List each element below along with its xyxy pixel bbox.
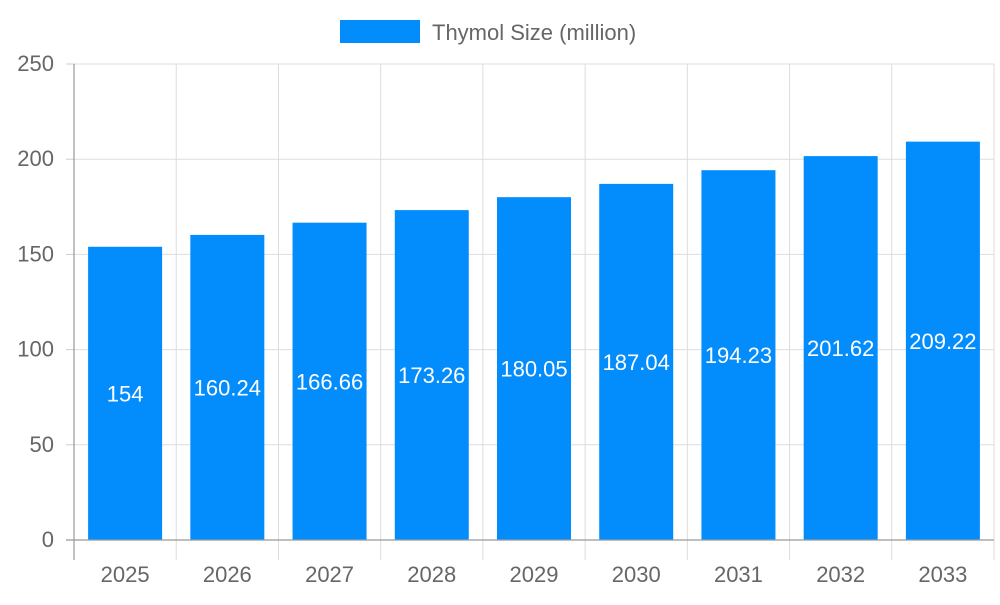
data-label: 166.66: [296, 369, 363, 394]
y-tick-label: 200: [17, 146, 54, 171]
legend[interactable]: Thymol Size (million): [340, 20, 636, 45]
data-label: 187.04: [603, 350, 670, 375]
y-tick-label: 100: [17, 337, 54, 362]
bar-2032: [803, 156, 878, 540]
bars: [88, 141, 980, 540]
data-label: 180.05: [500, 357, 567, 382]
x-tick-label: 2030: [612, 562, 661, 587]
bar-2029: [497, 197, 571, 540]
data-label: 154: [107, 381, 144, 406]
legend-label: Thymol Size (million): [432, 20, 636, 45]
x-tick-label: 2029: [510, 562, 559, 587]
x-tick-label: 2027: [305, 562, 354, 587]
bar-2033: [905, 141, 980, 540]
x-tick-label: 2033: [918, 562, 967, 587]
x-tick-label: 2026: [203, 562, 252, 587]
bar-2030: [599, 183, 674, 540]
bar-2026: [190, 234, 265, 540]
y-tick-label: 150: [17, 241, 54, 266]
data-label: 201.62: [807, 336, 874, 361]
data-label: 173.26: [398, 363, 465, 388]
y-tick-label: 250: [17, 51, 54, 76]
x-tick-label: 2028: [407, 562, 456, 587]
x-tick-label: 2025: [101, 562, 150, 587]
y-tick-label: 50: [30, 432, 54, 457]
data-labels: 154 160.24 166.66 173.26 180.05 187.04 194.23 2…: [107, 329, 977, 407]
x-tick-label: 2031: [714, 562, 763, 587]
grid: [73, 63, 995, 560]
bar-2028: [394, 210, 469, 540]
legend-swatch: [340, 20, 420, 43]
bar-2027: [292, 222, 367, 540]
bar-2031: [701, 170, 776, 540]
axes: 0 50 100 150 200 250 2025 2026 2027 2028 2029 2030 2…: [17, 51, 994, 587]
y-tick-label: 0: [42, 527, 54, 552]
data-label: 160.24: [194, 375, 261, 400]
bar-2025: [88, 246, 163, 540]
data-label: 194.23: [705, 343, 772, 368]
x-tick-label: 2032: [816, 562, 865, 587]
data-label: 209.22: [909, 329, 976, 354]
